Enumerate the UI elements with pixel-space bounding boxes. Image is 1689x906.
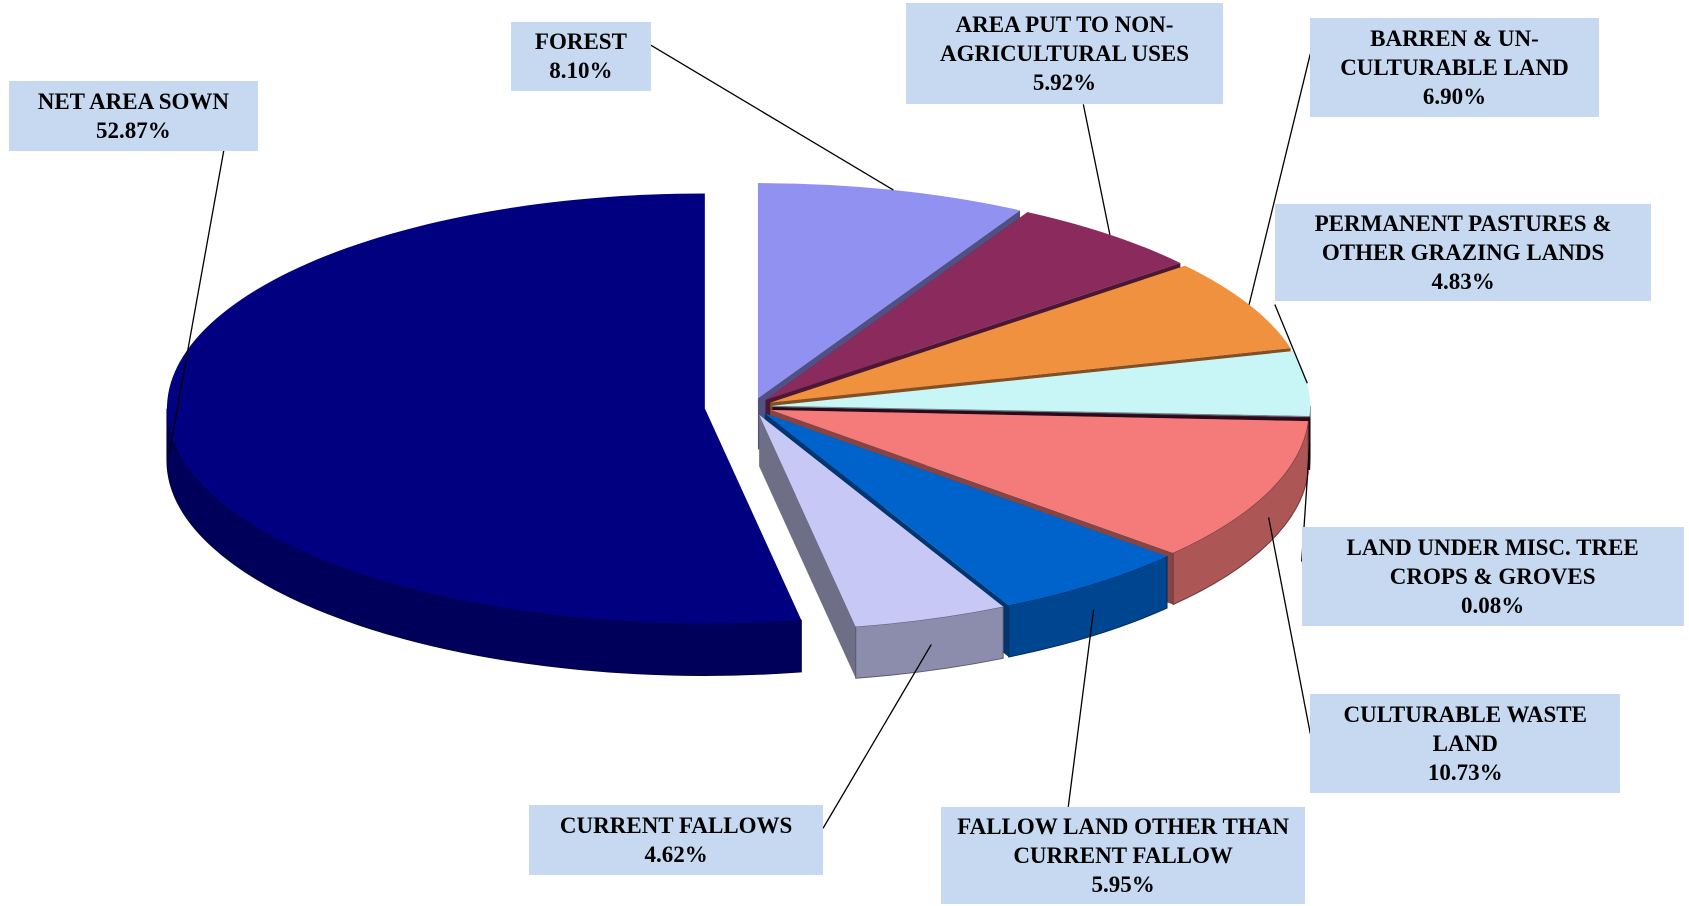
slice-side-wall [759,414,856,679]
slice [166,193,802,624]
value-label: 6.90% [1422,84,1487,110]
leader-line [1267,517,1311,734]
value-label: 8.10% [549,58,613,84]
slice [770,265,1291,403]
value-label: 0.08% [1461,593,1525,619]
slice [757,183,1021,399]
value-label: 5.95% [1091,871,1155,897]
data-label: AREA PUT TO NON-AGRICULTURAL USES 5.92% [905,3,1224,105]
data-label: FALLOW LAND OTHER THAN CURRENT FALLOW 5.9… [941,806,1305,904]
value-label: 5.92% [1032,70,1097,96]
category-name: PERMANENT PASTURES & OTHER GRAZING LANDS [1314,211,1612,266]
category-name: NET AREA SOWN [37,88,230,114]
leader-line [1082,104,1111,235]
data-label: CURRENT FALLOWS 4.62% [529,804,823,875]
category-name: FOREST [534,29,627,55]
value-label: 4.83% [1431,269,1495,295]
value-label: 4.62% [644,841,708,867]
category-name: CURRENT FALLOWS [559,812,793,838]
data-label: NET AREA SOWN 52.87% [8,80,259,151]
slice [772,351,1311,416]
slice [770,409,1309,553]
data-label: FOREST 8.10% [511,21,651,92]
leader-line [822,644,932,829]
slice-outer-wall [855,606,1004,679]
data-label: LAND UNDER MISC. TREE CROPS & GROVES 0.08… [1301,527,1684,627]
leader-line [168,150,225,454]
leader-line [1248,53,1311,305]
category-name: FALLOW LAND OTHER THAN CURRENT FALLOW [957,813,1289,868]
pie-tops [166,183,1311,627]
data-label: PERMANENT PASTURES & OTHER GRAZING LANDS… [1274,204,1652,302]
leader-line [650,44,894,191]
category-name: AREA PUT TO NON-AGRICULTURAL USES [939,12,1190,67]
category-name: LAND UNDER MISC. TREE CROPS & GROVES [1346,535,1639,590]
slice [764,413,1168,606]
slice [772,407,1310,419]
data-label: BARREN & UN-CULTURABLE LAND 6.90% [1310,18,1599,118]
category-name: CULTURABLE WASTE LAND [1343,701,1587,756]
slice [765,212,1181,400]
data-label: CULTURABLE WASTE LAND 10.73% [1310,693,1621,793]
category-name: BARREN & UN-CULTURABLE LAND [1340,26,1569,81]
leader-line [1274,304,1308,384]
slice [759,414,1004,627]
value-label: 52.87% [96,117,171,143]
value-label: 10.73% [1427,759,1503,785]
leader-line [1067,609,1095,807]
